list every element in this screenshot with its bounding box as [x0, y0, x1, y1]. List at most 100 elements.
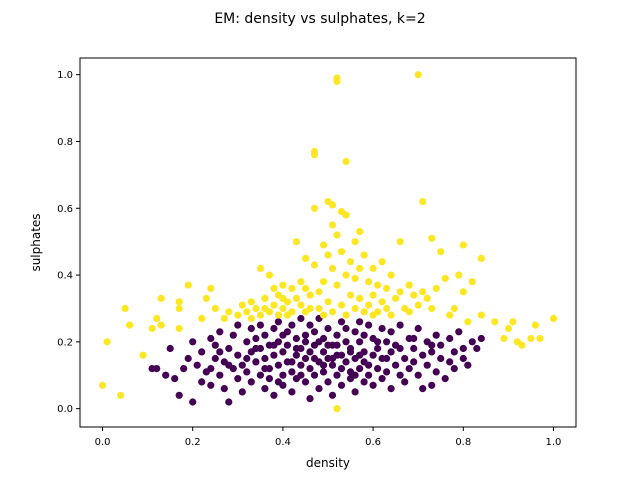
point-cluster-0-30 — [238, 388, 246, 396]
point-cluster-0-177 — [319, 361, 328, 369]
point-cluster-0-139 — [419, 385, 427, 393]
point-cluster-1-57 — [319, 278, 328, 286]
point-cluster-1-5 — [139, 351, 147, 359]
point-cluster-0-169 — [356, 351, 364, 359]
point-cluster-0-90 — [333, 371, 341, 379]
point-cluster-0-8 — [189, 398, 197, 406]
point-cluster-0-126 — [392, 361, 400, 369]
point-cluster-0-89 — [333, 331, 341, 339]
point-cluster-0-145 — [432, 368, 440, 376]
point-cluster-0-130 — [401, 354, 409, 363]
point-cluster-0-10 — [193, 361, 201, 369]
point-cluster-0-31 — [243, 338, 251, 346]
point-cluster-0-133 — [405, 365, 413, 373]
point-cluster-0-114 — [369, 381, 377, 389]
point-cluster-1-53 — [310, 261, 319, 269]
point-cluster-0-189 — [274, 378, 282, 386]
point-cluster-1-19 — [225, 308, 233, 316]
point-cluster-1-105 — [414, 71, 422, 79]
point-cluster-0-156 — [464, 361, 472, 369]
point-cluster-1-88 — [369, 264, 377, 272]
point-cluster-0-103 — [351, 388, 359, 396]
point-cluster-1-113 — [437, 248, 445, 256]
point-cluster-0-117 — [374, 344, 382, 353]
point-cluster-1-76 — [342, 311, 350, 319]
point-cluster-1-136 — [351, 274, 359, 282]
y-axis-label: sulphates — [29, 213, 43, 271]
point-cluster-0-143 — [428, 348, 436, 356]
point-cluster-0-16 — [211, 354, 219, 363]
point-cluster-0-146 — [437, 354, 445, 363]
point-cluster-0-46 — [265, 375, 273, 383]
point-cluster-1-119 — [459, 288, 467, 296]
point-cluster-1-86 — [365, 278, 373, 286]
point-cluster-0-137 — [414, 371, 422, 379]
point-cluster-1-64 — [328, 264, 337, 272]
x-tick-label-4: 0.8 — [455, 437, 471, 448]
point-cluster-1-17 — [211, 304, 219, 313]
point-cluster-1-78 — [346, 291, 355, 299]
point-cluster-0-37 — [252, 334, 260, 343]
point-cluster-0-142 — [428, 381, 436, 389]
point-cluster-0-181 — [225, 361, 233, 369]
point-cluster-0-141 — [423, 361, 431, 369]
point-cluster-0-6 — [180, 365, 188, 373]
point-cluster-0-165 — [315, 338, 323, 346]
point-cluster-1-137 — [369, 311, 377, 319]
point-cluster-1-48 — [306, 291, 314, 299]
point-cluster-0-27 — [234, 351, 242, 359]
point-cluster-0-116 — [374, 365, 382, 373]
y-tick-label-0: 0.0 — [57, 404, 73, 415]
point-cluster-0-97 — [342, 324, 350, 333]
point-cluster-0-138 — [419, 351, 427, 359]
point-cluster-1-52 — [310, 204, 319, 212]
point-cluster-0-161 — [261, 365, 269, 373]
point-cluster-0-62 — [292, 351, 300, 359]
point-cluster-0-178 — [288, 358, 296, 366]
point-cluster-1-81 — [356, 228, 364, 236]
point-cluster-0-160 — [252, 344, 260, 353]
x-axis-label: density — [306, 456, 350, 470]
point-cluster-1-134 — [333, 405, 341, 413]
point-cluster-0-136 — [414, 324, 422, 333]
point-cluster-0-184 — [383, 354, 391, 363]
point-cluster-0-38 — [256, 371, 264, 379]
point-cluster-1-98 — [392, 294, 400, 302]
point-cluster-0-148 — [441, 375, 449, 383]
point-cluster-0-153 — [455, 328, 463, 336]
point-cluster-0-14 — [207, 334, 215, 343]
point-cluster-0-22 — [225, 344, 233, 353]
point-cluster-1-37 — [279, 281, 287, 289]
point-cluster-1-135 — [301, 284, 310, 292]
point-cluster-1-124 — [491, 318, 499, 326]
point-cluster-0-104 — [356, 338, 364, 346]
point-cluster-0-134 — [410, 344, 418, 353]
x-tick-label-1: 0.2 — [185, 437, 201, 448]
point-cluster-0-11 — [198, 378, 206, 386]
point-cluster-0-75 — [310, 371, 319, 379]
point-cluster-0-4 — [171, 375, 179, 383]
point-cluster-0-3 — [166, 344, 174, 353]
point-cluster-1-58 — [319, 311, 328, 319]
point-cluster-0-101 — [351, 328, 359, 336]
point-cluster-0-52 — [274, 318, 282, 326]
plot-frame — [79, 57, 577, 428]
point-cluster-0-93 — [337, 365, 346, 373]
point-cluster-0-41 — [261, 385, 269, 393]
point-cluster-1-115 — [446, 311, 454, 319]
point-cluster-0-166 — [324, 341, 332, 349]
point-cluster-1-96 — [387, 271, 395, 279]
point-cluster-1-54 — [315, 288, 323, 296]
point-cluster-1-123 — [477, 311, 485, 319]
point-cluster-1-138 — [279, 294, 287, 302]
point-cluster-0-171 — [310, 354, 319, 363]
point-cluster-1-55 — [315, 304, 323, 313]
point-cluster-1-12 — [175, 304, 183, 313]
point-cluster-0-180 — [243, 354, 251, 363]
point-cluster-1-116 — [450, 304, 458, 313]
point-cluster-1-32 — [270, 284, 278, 292]
point-cluster-0-73 — [306, 395, 314, 403]
point-cluster-1-118 — [459, 241, 467, 249]
point-cluster-0-81 — [319, 368, 328, 376]
point-cluster-1-69 — [333, 281, 341, 289]
